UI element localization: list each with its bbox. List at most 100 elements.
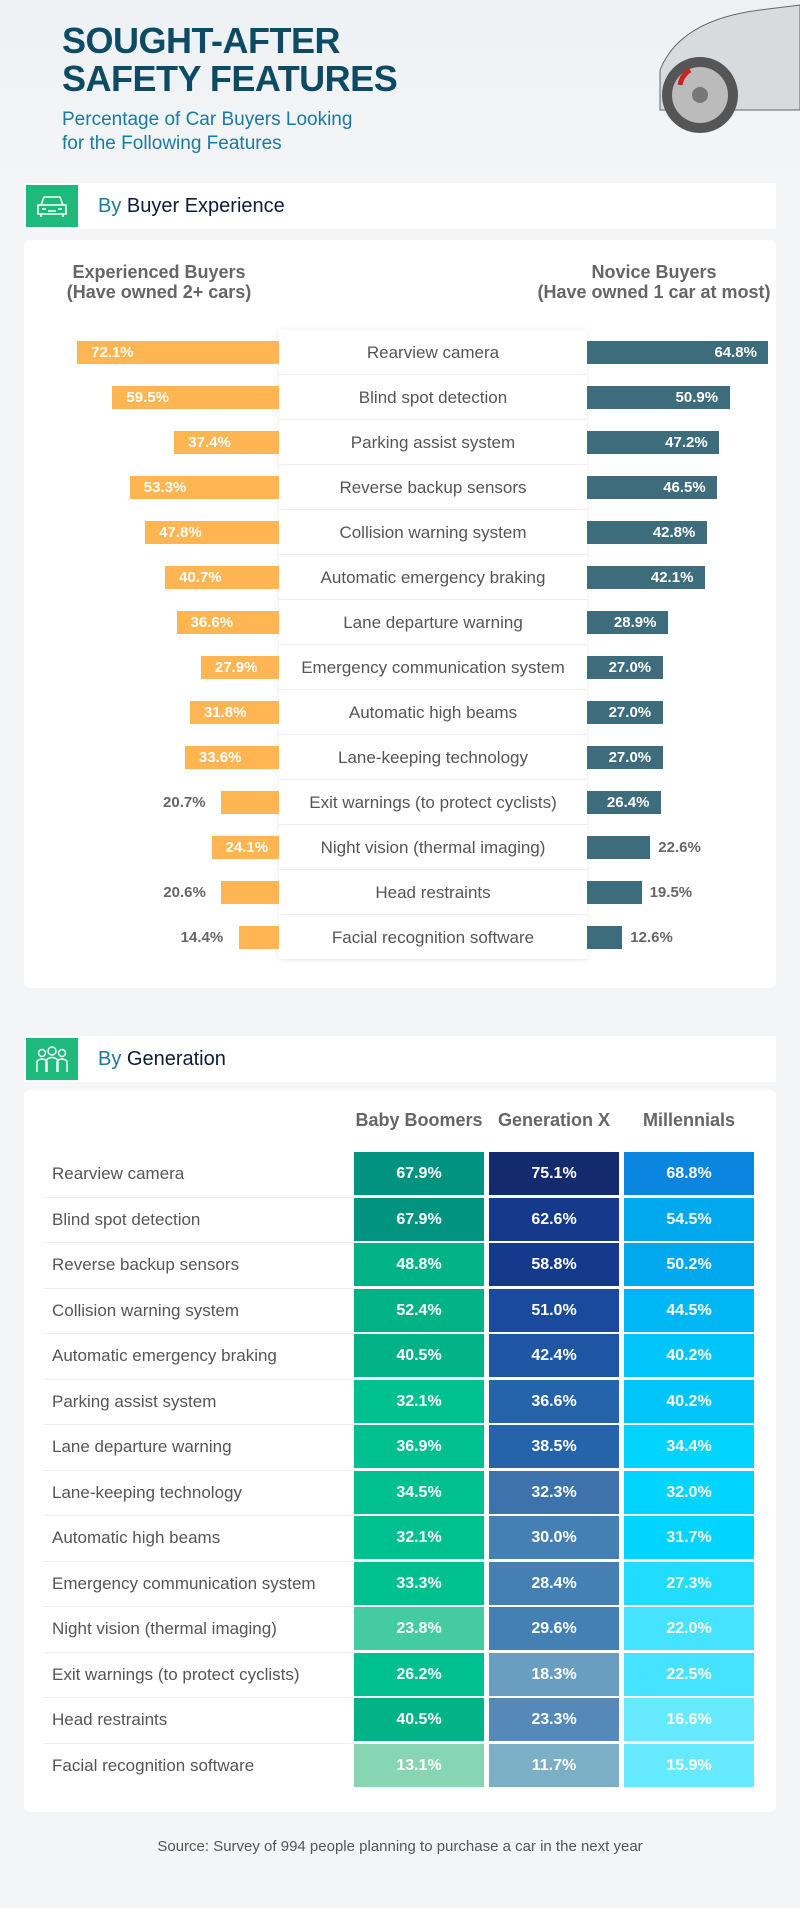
page-subtitle: Percentage of Car Buyers Looking for the… <box>62 108 352 156</box>
car-illustration-icon <box>659 4 800 133</box>
experienced-value-label: 40.7% <box>179 569 222 586</box>
heatmap-cell: 32.3% <box>489 1470 619 1514</box>
heatmap-cell: 40.2% <box>624 1379 754 1423</box>
row-divider <box>44 1287 354 1289</box>
heatmap-cell: 48.8% <box>354 1243 484 1286</box>
experienced-bar <box>200 656 279 679</box>
title-line-1: SOUGHT-AFTER <box>62 20 341 61</box>
novice-bar <box>587 746 663 769</box>
generation-row-label: Exit warnings (to protect cyclists) <box>52 1664 300 1684</box>
experienced-value-label: 47.8% <box>159 524 202 541</box>
novice-value-label: 27.0% <box>608 659 652 676</box>
experienced-value-label: 72.1% <box>91 344 134 361</box>
novice-bar <box>587 386 730 409</box>
generation-row-label: Emergency communication system <box>52 1573 316 1593</box>
row-divider <box>44 1469 354 1471</box>
feature-label: Automatic emergency braking <box>279 555 587 600</box>
experienced-value-label: 59.5% <box>126 389 169 406</box>
heatmap-cell: 32.0% <box>624 1470 754 1514</box>
experienced-bar <box>184 746 279 769</box>
section-header-buyer-experience: By Buyer Experience <box>24 183 776 229</box>
experienced-bar <box>129 476 279 499</box>
heatmap-cell: 68.8% <box>624 1152 754 1195</box>
novice-bar <box>587 431 720 454</box>
heatmap-cell: 54.5% <box>624 1197 754 1241</box>
novice-value-label: 47.2% <box>665 434 708 451</box>
novice-bar <box>587 926 623 949</box>
heatmap-cell: 34.5% <box>354 1470 484 1514</box>
subtitle-line-2: for the Following Features <box>62 133 282 154</box>
heatmap-cell: 51.0% <box>489 1288 619 1332</box>
novice-bar <box>587 836 651 859</box>
heatmap-cell: 31.7% <box>624 1516 754 1559</box>
feature-label: Facial recognition software <box>279 915 587 960</box>
experienced-bar <box>145 521 279 544</box>
row-divider <box>44 1606 354 1607</box>
novice-bar <box>587 341 769 364</box>
feature-label: Exit warnings (to protect cyclists) <box>279 780 587 825</box>
heatmap-cell: 33.3% <box>354 1561 484 1605</box>
row-divider <box>44 1196 354 1198</box>
source-note: Source: Survey of 994 people planning to… <box>157 1838 643 1855</box>
experienced-value-label: 27.9% <box>214 659 258 676</box>
row-divider <box>44 1424 354 1425</box>
heatmap-cell: 18.3% <box>489 1652 619 1696</box>
row-divider <box>44 1560 354 1562</box>
generation-row-label: Reverse backup sensors <box>52 1255 240 1274</box>
novice-bar <box>587 611 668 634</box>
page-title: SOUGHT-AFTER SAFETY FEATURES <box>62 20 398 99</box>
experienced-value-label: 31.8% <box>203 704 247 721</box>
row-divider <box>44 1515 354 1516</box>
row-divider <box>44 1242 354 1243</box>
heatmap-cell: 27.3% <box>624 1561 754 1605</box>
novice-value-label: 27.0% <box>608 704 652 721</box>
heatmap-cell: 26.2% <box>354 1652 484 1696</box>
experienced-bar <box>112 386 279 409</box>
experienced-bar <box>174 431 279 454</box>
heatmap-cell: 16.6% <box>624 1698 754 1741</box>
heatmap-cell: 13.1% <box>354 1743 484 1787</box>
experienced-value-label: 14.4% <box>180 929 224 946</box>
heatmap-cell: 40.5% <box>354 1698 484 1741</box>
row-divider <box>44 1651 354 1653</box>
feature-label: Parking assist system <box>279 420 587 465</box>
heatmap-cell: 36.9% <box>354 1425 484 1468</box>
experienced-value-label: 53.3% <box>143 479 187 496</box>
section-title: By Generation <box>98 1048 226 1070</box>
feature-label: Reverse backup sensors <box>279 465 587 510</box>
generation-row-label: Automatic high beams <box>52 1528 221 1547</box>
generation-row-label: Facial recognition software <box>52 1755 255 1775</box>
experienced-value-label: 33.6% <box>198 749 242 766</box>
feature-label: Emergency communication system <box>279 645 587 690</box>
heatmap-cell: 30.0% <box>489 1516 619 1559</box>
experienced-bar <box>221 791 279 814</box>
novice-value-label: 12.6% <box>630 929 673 946</box>
feature-label: Lane-keeping technology <box>279 735 587 780</box>
heatmap-cell: 44.5% <box>624 1288 754 1332</box>
title-line-2: SAFETY FEATURES <box>62 58 398 99</box>
experienced-value-label: 37.4% <box>188 434 231 451</box>
heatmap-cell: 40.2% <box>624 1334 754 1377</box>
section-title: By Buyer Experience <box>98 195 285 217</box>
row-divider <box>44 1378 354 1380</box>
experienced-header: Experienced Buyers (Have owned 2+ cars) <box>66 262 252 302</box>
experienced-value-label: 20.7% <box>163 794 206 811</box>
feature-label: Lane departure warning <box>279 600 587 645</box>
novice-bar <box>587 791 661 814</box>
heatmap-cell: 58.8% <box>489 1243 619 1286</box>
heatmap-cell: 11.7% <box>489 1743 619 1787</box>
subtitle-line-1: Percentage of Car Buyers Looking <box>62 109 353 130</box>
generation-row-label: Lane-keeping technology <box>52 1482 242 1502</box>
novice-value-label: 64.8% <box>714 344 757 361</box>
car-icon <box>26 185 78 227</box>
people-icon <box>26 1038 78 1080</box>
generation-row-label: Rearview camera <box>52 1164 185 1183</box>
heatmap-cell: 40.5% <box>354 1334 484 1377</box>
heatmap-cell: 75.1% <box>489 1152 619 1195</box>
heatmap-cell: 22.5% <box>624 1652 754 1696</box>
novice-value-label: 26.4% <box>606 794 650 811</box>
novice-bar <box>587 656 663 679</box>
feature-label: Rearview camera <box>279 330 587 375</box>
heatmap-cell: 29.6% <box>489 1607 619 1650</box>
generation-column-header: Generation X <box>497 1110 611 1130</box>
